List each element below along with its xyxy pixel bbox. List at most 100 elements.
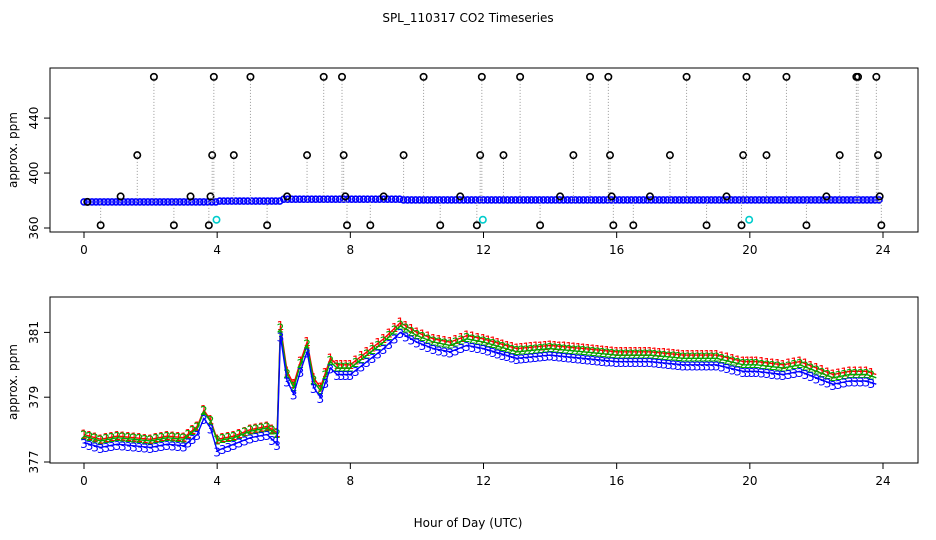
series-1-marker: 1 — [556, 339, 564, 353]
series-2-marker: 2 — [193, 420, 201, 434]
baseline-point — [739, 196, 747, 204]
baseline-point — [811, 196, 819, 204]
series-2-marker: 2 — [358, 352, 366, 366]
series-3-marker: 3 — [347, 369, 355, 383]
series-1-marker: 1 — [97, 432, 105, 446]
raw-point — [303, 151, 312, 160]
series-2-marker: 2 — [656, 348, 664, 362]
baseline-point — [479, 196, 488, 204]
baseline-point — [759, 196, 767, 204]
series-3-marker: 3 — [801, 368, 809, 382]
series-3-marker: 3 — [689, 359, 697, 373]
series-1-marker: 1 — [675, 348, 683, 362]
baseline-point — [527, 196, 536, 204]
series-2-marker: 2 — [338, 360, 346, 374]
series-3-marker: 3 — [452, 344, 460, 358]
series-3-marker: 3 — [718, 361, 726, 375]
baseline-point — [323, 195, 332, 203]
baseline-point — [567, 196, 576, 204]
series-2-marker: 2 — [622, 347, 630, 361]
series-2-marker: 2 — [829, 370, 837, 384]
raw-point — [149, 72, 158, 81]
series-2-marker: 2 — [463, 331, 471, 345]
raw-point — [762, 151, 771, 160]
baseline-point — [467, 196, 476, 204]
bottom-x-tick-label: 24 — [875, 474, 890, 488]
raw-point — [665, 151, 674, 160]
baseline-point — [387, 195, 396, 203]
series-2-marker: 2 — [80, 428, 88, 442]
series-1-marker: 1 — [113, 429, 121, 443]
series-2-marker: 2 — [769, 359, 777, 373]
baseline-point — [232, 197, 240, 205]
series-3-marker: 3 — [796, 366, 804, 380]
series-1-marker: 1 — [729, 352, 737, 366]
baseline-point — [259, 197, 268, 205]
series-2-marker: 2 — [863, 367, 871, 381]
baseline-point — [687, 196, 696, 204]
baseline-point — [599, 196, 608, 204]
baseline-point — [236, 197, 244, 205]
baseline-point — [543, 196, 552, 204]
series-1-marker: 1 — [189, 423, 197, 437]
series-2-marker: 2 — [508, 343, 516, 357]
series-2-marker: 2 — [651, 348, 659, 362]
series-3-marker: 3 — [252, 431, 260, 445]
series-2-marker: 2 — [618, 347, 626, 361]
baseline-point — [152, 198, 160, 206]
series-1-marker: 1 — [175, 430, 183, 444]
baseline-point — [427, 196, 436, 204]
series-2-marker: 2 — [113, 430, 121, 444]
series-3-marker: 3 — [396, 327, 404, 341]
baseline-point — [555, 196, 564, 204]
series-1-marker: 1 — [207, 413, 215, 427]
series-2-marker: 2 — [385, 329, 393, 343]
series-3-marker: 3 — [779, 369, 787, 383]
series-1-marker: 1 — [508, 340, 516, 354]
series-3-marker: 3 — [813, 372, 821, 386]
top-y-axis: 360 400 440 — [27, 107, 50, 240]
top-x-tick-label: 0 — [80, 243, 88, 257]
series-2-marker: 2 — [290, 380, 298, 394]
series-2-marker: 2 — [283, 367, 291, 381]
baseline-point — [615, 196, 624, 204]
baseline-point — [307, 195, 316, 203]
raw-point — [536, 221, 545, 230]
raw-point — [366, 221, 375, 230]
series-2-marker: 2 — [224, 431, 232, 445]
series-3-marker: 3 — [589, 354, 597, 368]
series-1-marker: 1 — [219, 431, 227, 445]
series-1-marker: 1 — [435, 333, 443, 347]
series-1-marker: 1 — [537, 339, 545, 353]
series-1-marker: 1 — [522, 341, 530, 355]
series-2-marker: 2 — [158, 431, 166, 445]
baseline-point — [471, 196, 480, 204]
series-2-marker: 2 — [675, 350, 683, 364]
raw-point — [83, 197, 92, 206]
series-2-marker: 2 — [347, 360, 355, 374]
series-2-marker: 2 — [561, 342, 569, 356]
series-1-marker: 1 — [813, 361, 821, 375]
baseline-point — [595, 196, 604, 204]
series-3-marker: 3 — [851, 376, 859, 390]
series-3-marker: 3 — [474, 342, 482, 356]
series-2-marker: 2 — [594, 346, 602, 360]
baseline-point — [723, 196, 731, 204]
baseline-point — [799, 196, 807, 204]
baseline-point — [355, 195, 364, 203]
series-2-marker: 2 — [660, 349, 668, 363]
baseline-point — [351, 195, 360, 203]
series-1-marker: 1 — [369, 341, 377, 355]
baseline-point — [275, 197, 284, 205]
series-3-marker: 3 — [734, 365, 742, 379]
series-2-marker: 2 — [489, 337, 497, 351]
top-x-tick-label: 8 — [347, 243, 355, 257]
series-3-marker: 3 — [441, 345, 449, 359]
series-2-marker: 2 — [851, 367, 859, 381]
series-3-marker: 3 — [580, 353, 588, 367]
baseline-point — [263, 197, 272, 205]
top-y-tick-label: 360 — [27, 217, 41, 240]
series-1-marker: 1 — [708, 348, 716, 362]
series-1-marker: 1 — [374, 336, 382, 350]
series-3-marker: 3 — [542, 350, 550, 364]
